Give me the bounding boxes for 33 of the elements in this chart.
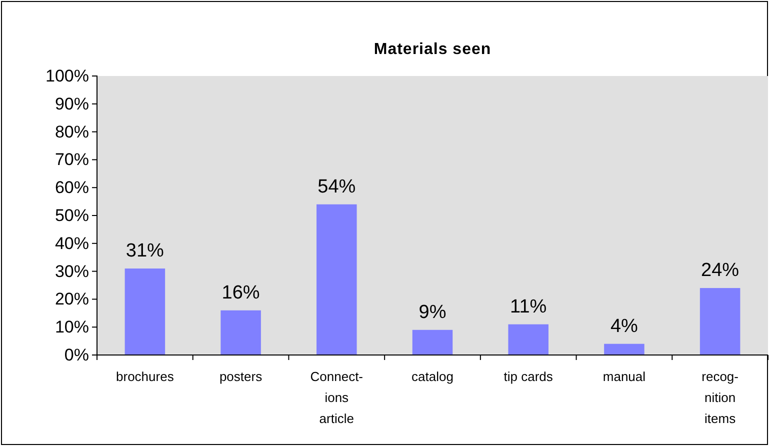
x-tick-label: catalog: [412, 369, 454, 384]
bar: [124, 268, 166, 355]
data-label: 24%: [701, 260, 740, 282]
y-tick-label: 90%: [54, 94, 89, 114]
y-tick-label: 0%: [64, 345, 89, 364]
y-tick-label: 50%: [54, 206, 89, 225]
bar: [604, 344, 644, 355]
x-tick-label: tip cards: [504, 369, 554, 384]
bar: [316, 204, 357, 355]
bar: [220, 310, 261, 355]
x-tick-label: posters: [219, 369, 263, 384]
y-tick-label: 60%: [54, 178, 89, 198]
y-tick-label: 100%: [46, 66, 89, 86]
y-tick-label: 10%: [54, 318, 89, 337]
y-tick-label: 30%: [54, 262, 89, 281]
y-tick-label: 80%: [54, 122, 89, 142]
data-label: 4%: [610, 316, 638, 337]
data-label: 31%: [126, 240, 164, 262]
x-tick-label: manual: [602, 369, 646, 384]
x-tick-label: recog- nition items: [702, 369, 738, 426]
y-tick-label: 20%: [54, 290, 89, 309]
bar: [700, 288, 740, 355]
data-label: 11%: [510, 296, 547, 318]
bar: [508, 324, 548, 355]
data-label: 9%: [418, 302, 446, 323]
y-tick-label: 70%: [54, 150, 89, 170]
data-label: 16%: [222, 282, 260, 304]
x-tick-label: brochures: [116, 369, 174, 384]
y-tick-label: 40%: [54, 234, 89, 253]
x-tick-label: Connect- ions article: [310, 369, 364, 426]
data-label: 54%: [318, 176, 356, 198]
bar: [412, 330, 453, 355]
chart-title: Materials seen: [374, 41, 492, 58]
